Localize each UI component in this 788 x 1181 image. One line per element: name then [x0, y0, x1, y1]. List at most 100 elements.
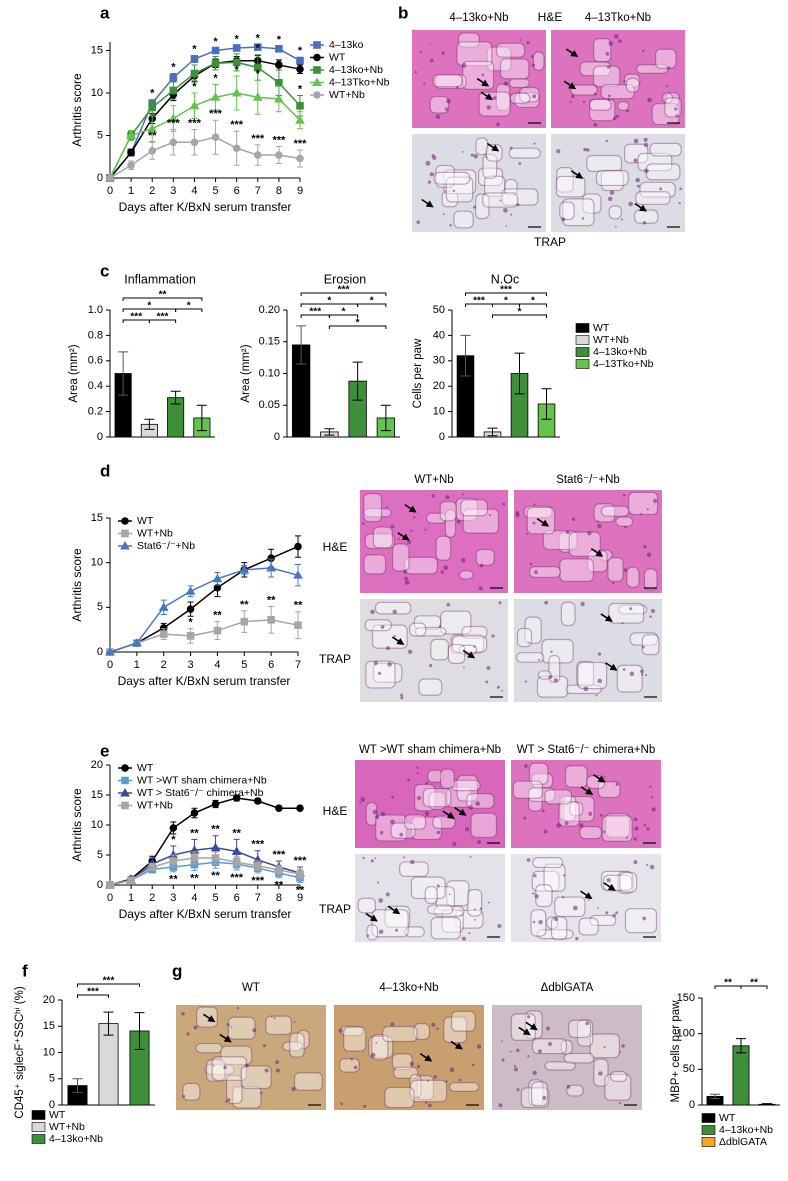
column-label: WT	[242, 982, 260, 994]
histology-image	[514, 490, 662, 593]
bone-texture	[628, 491, 659, 516]
cell-texture	[244, 1063, 249, 1068]
bone-texture	[558, 801, 580, 827]
cell-texture	[550, 650, 553, 653]
cell-texture	[619, 1051, 622, 1053]
cell-texture	[460, 557, 466, 563]
significance: ***	[157, 312, 169, 323]
cell-texture	[455, 86, 459, 89]
cell-texture	[360, 797, 366, 802]
cell-texture	[678, 202, 681, 205]
cell-texture	[442, 213, 445, 216]
arrow-head	[638, 204, 647, 212]
cell-texture	[392, 609, 397, 615]
cell-texture	[614, 225, 617, 228]
bone-texture	[604, 1073, 632, 1101]
x-tick-label: 3	[170, 892, 176, 904]
marker	[147, 123, 158, 133]
cell-texture	[424, 811, 430, 816]
arrow-head	[541, 519, 550, 527]
row-label: H&E	[538, 10, 563, 24]
cell-texture	[523, 816, 527, 820]
significance-bracket	[148, 319, 177, 323]
error-bar	[380, 404, 391, 432]
significance: ***	[167, 117, 181, 129]
histology-image	[334, 1005, 484, 1110]
arrow-head	[408, 505, 417, 513]
cell-texture	[469, 856, 472, 858]
bone-texture	[446, 786, 473, 808]
marker	[190, 69, 199, 78]
cell-texture	[230, 1026, 233, 1028]
bone-texture	[371, 1034, 389, 1061]
cell-texture	[603, 775, 606, 778]
significance-bracket	[492, 314, 547, 318]
error-bar	[487, 427, 498, 437]
bone-texture	[408, 622, 427, 637]
cell-texture	[436, 830, 441, 835]
cell-texture	[378, 929, 384, 935]
bone-texture	[661, 92, 674, 104]
cell-texture	[605, 139, 608, 143]
cell-texture	[485, 680, 489, 684]
cell-texture	[643, 137, 648, 142]
cell-texture	[538, 659, 541, 661]
cell-texture	[262, 1044, 266, 1048]
bone-texture	[296, 1029, 310, 1050]
bone-texture	[293, 1072, 323, 1091]
marker	[121, 764, 129, 772]
bone-texture	[499, 58, 530, 80]
cell-texture	[527, 1054, 530, 1058]
bone-texture	[569, 801, 584, 817]
marker	[126, 130, 136, 139]
row-label: TRAP	[534, 235, 566, 249]
legend-label: Stat6⁻/⁻+Nb	[137, 540, 195, 552]
error-bar	[460, 334, 471, 377]
panel-letter: g	[172, 961, 182, 980]
bone-texture	[495, 42, 526, 58]
cell-texture	[223, 1065, 227, 1070]
legend-swatch	[31, 1110, 46, 1120]
panel-letter: a	[100, 3, 110, 22]
bone-texture	[434, 74, 467, 90]
legend-swatch	[575, 323, 590, 333]
series-line	[109, 545, 299, 653]
cell-texture	[488, 514, 491, 517]
bone-texture	[560, 1039, 573, 1055]
y-tick-label: 10	[433, 406, 445, 418]
marker	[296, 56, 304, 65]
bone-texture	[528, 1079, 544, 1107]
y-tick-label: 10	[91, 557, 103, 569]
marker	[312, 77, 322, 86]
error-bar	[134, 1012, 145, 1050]
significance: *	[277, 58, 282, 70]
bone-texture	[623, 143, 649, 164]
x-tick-label: 5	[212, 892, 218, 904]
arrow-head	[491, 144, 500, 152]
marker	[211, 133, 220, 141]
cell-texture	[416, 766, 419, 769]
marker	[186, 632, 195, 640]
cell-texture	[429, 664, 433, 668]
x-tick-label: 6	[234, 185, 240, 197]
cell-texture	[407, 778, 410, 782]
cell-texture	[429, 43, 432, 46]
cell-texture	[625, 109, 629, 113]
arrow-head	[481, 79, 490, 87]
legend-swatch	[701, 1137, 716, 1147]
bone-texture	[227, 1016, 256, 1040]
significance: **	[211, 824, 220, 836]
significance: ***	[87, 987, 99, 998]
cell-texture	[647, 97, 652, 103]
marker	[232, 58, 241, 67]
cell-texture	[425, 781, 429, 785]
bone-texture	[589, 1033, 620, 1059]
y-tick-label: 0.6	[88, 355, 103, 367]
significance: **	[750, 978, 758, 989]
cell-texture	[628, 201, 633, 207]
y-tick-label: 10	[91, 87, 103, 99]
x-tick-label: 9	[297, 892, 303, 904]
series-line	[109, 797, 300, 886]
bone-texture	[410, 876, 446, 900]
panel-letter: b	[398, 3, 408, 22]
